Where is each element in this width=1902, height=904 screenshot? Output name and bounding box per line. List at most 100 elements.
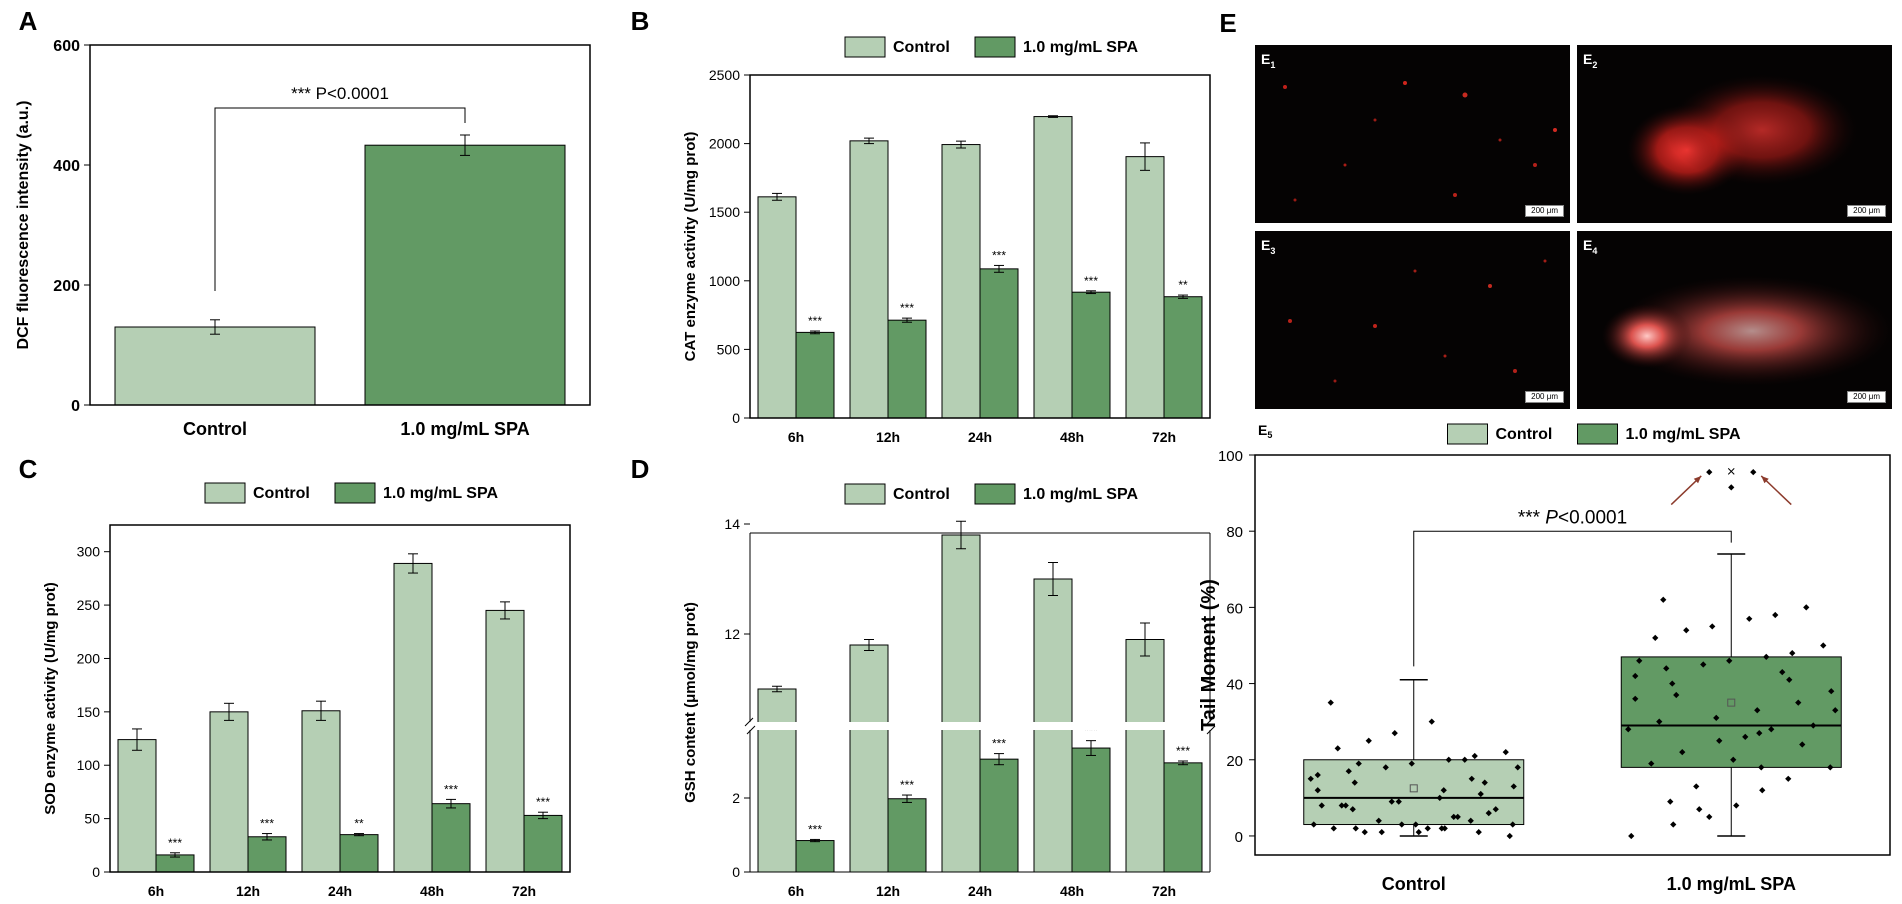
data-point	[1652, 634, 1659, 641]
data-point	[1827, 764, 1834, 771]
data-point	[1795, 699, 1802, 706]
significance-marker: ***	[900, 301, 914, 315]
significance-annotation: *** P<0.0001	[1518, 508, 1627, 529]
bar-b-0-3	[1033, 116, 1073, 419]
legend-label-spa: 1.0 mg/mL SPA	[1023, 39, 1138, 56]
y-tick-label: 300	[77, 544, 101, 560]
panel-label-e1: E1	[1261, 51, 1276, 70]
x-tick-label: 12h	[876, 883, 900, 899]
scale-bar-e3: 200 μm	[1525, 391, 1564, 403]
bar-c-1-1	[247, 836, 287, 873]
bar-b-0-1	[849, 140, 889, 419]
data-point	[1514, 764, 1521, 771]
outlier-arrow-right-head	[1761, 475, 1769, 484]
data-point	[1398, 821, 1405, 828]
y-tick-label: 0	[1235, 829, 1243, 846]
data-point	[1468, 775, 1475, 782]
data-point	[1696, 806, 1703, 813]
data-point	[1632, 695, 1639, 702]
legend-swatch-spa	[334, 482, 376, 504]
legend-label-spa: 1.0 mg/mL SPA	[1023, 486, 1138, 503]
panel-label-e: E	[1219, 8, 1236, 38]
y-tick-label: 1000	[709, 273, 740, 289]
data-point	[1391, 729, 1398, 737]
bar-c-0-1	[209, 711, 249, 873]
panel-label-d: D	[631, 454, 650, 484]
bar-c-1-3	[431, 803, 471, 873]
scale-bar-e1: 200 μm	[1525, 205, 1564, 217]
data-point	[1349, 806, 1356, 813]
legend-swatch-spa	[974, 36, 1016, 58]
data-point	[1628, 832, 1635, 840]
y-tick-label: 12	[724, 626, 740, 642]
significance-p: P	[1545, 508, 1558, 529]
bar-d-0-1	[849, 644, 889, 873]
y-tick-label: 400	[53, 158, 80, 175]
bar-d-1-0	[795, 840, 835, 873]
data-point	[1709, 623, 1716, 630]
y-tick-label: 0	[92, 864, 100, 880]
legend-label-control: Control	[253, 485, 310, 502]
data-point	[1726, 657, 1733, 664]
legend-label-control: Control	[893, 39, 950, 56]
significance-marker: ***	[444, 782, 458, 796]
panel-label-e2: E2	[1583, 51, 1598, 70]
data-point	[1351, 779, 1358, 786]
legend-label-spa: 1.0 mg/mL SPA	[383, 485, 498, 502]
mean-marker	[1409, 784, 1418, 793]
axis-break-gap	[738, 722, 1222, 730]
y-tick-label: 0	[732, 864, 740, 880]
y-axis-label: DCF fluorescence intensity (a.u.)	[15, 101, 32, 350]
x-tick-label: 12h	[236, 883, 260, 899]
data-point	[1477, 790, 1484, 798]
x-tick-label: 6h	[788, 429, 804, 445]
data-point	[1510, 783, 1517, 790]
data-point	[1438, 825, 1445, 832]
data-point	[1785, 775, 1792, 782]
significance-marker: ***	[168, 836, 182, 850]
data-point	[1415, 829, 1422, 836]
data-point	[1461, 756, 1468, 763]
legend-swatch-control	[204, 482, 246, 504]
significance-annotation: *** P<0.0001	[291, 84, 389, 103]
data-point	[1673, 691, 1680, 699]
significance-marker: ***	[992, 248, 1006, 262]
y-axis-label: CAT enzyme activity (U/mg prot)	[682, 132, 699, 362]
scale-bar-e4: 200 μm	[1847, 391, 1886, 403]
data-point	[1779, 669, 1786, 676]
data-point	[1440, 787, 1447, 794]
x-tick-label: 72h	[512, 883, 536, 899]
data-point	[1713, 714, 1720, 721]
y-tick-label: 600	[53, 38, 80, 55]
data-point	[1667, 798, 1674, 805]
data-point	[1660, 596, 1667, 603]
micrograph-e1: E1 200 μm	[1255, 45, 1570, 223]
data-point	[1758, 764, 1765, 771]
outlier-point	[1728, 484, 1735, 491]
data-point	[1625, 726, 1632, 733]
y-tick-label: 60	[1226, 600, 1243, 617]
significance-marker: ***	[1084, 274, 1098, 288]
data-point	[1754, 707, 1761, 714]
data-point	[1683, 627, 1690, 634]
x-tick-label: 12h	[876, 429, 900, 445]
data-point	[1382, 764, 1389, 771]
x-tick-label: 6h	[788, 883, 804, 899]
significance-value: <0.0001	[1558, 508, 1627, 529]
legend-swatch-spa	[974, 483, 1016, 505]
legend-swatch-spa	[1577, 423, 1618, 445]
bar-b-1-0	[795, 331, 835, 419]
y-tick-label: 80	[1226, 524, 1243, 541]
data-point	[1365, 737, 1372, 744]
data-point	[1746, 615, 1753, 622]
bar-c-0-4	[485, 609, 525, 873]
data-point	[1378, 829, 1385, 836]
data-point	[1307, 775, 1314, 782]
mean-marker	[1727, 698, 1736, 707]
data-point	[1334, 745, 1341, 752]
y-tick-label: 40	[1226, 677, 1243, 694]
data-point	[1803, 604, 1810, 611]
x-tick-label: 48h	[1060, 429, 1084, 445]
data-point	[1810, 722, 1817, 729]
y-tick-label: 20	[1226, 753, 1243, 770]
